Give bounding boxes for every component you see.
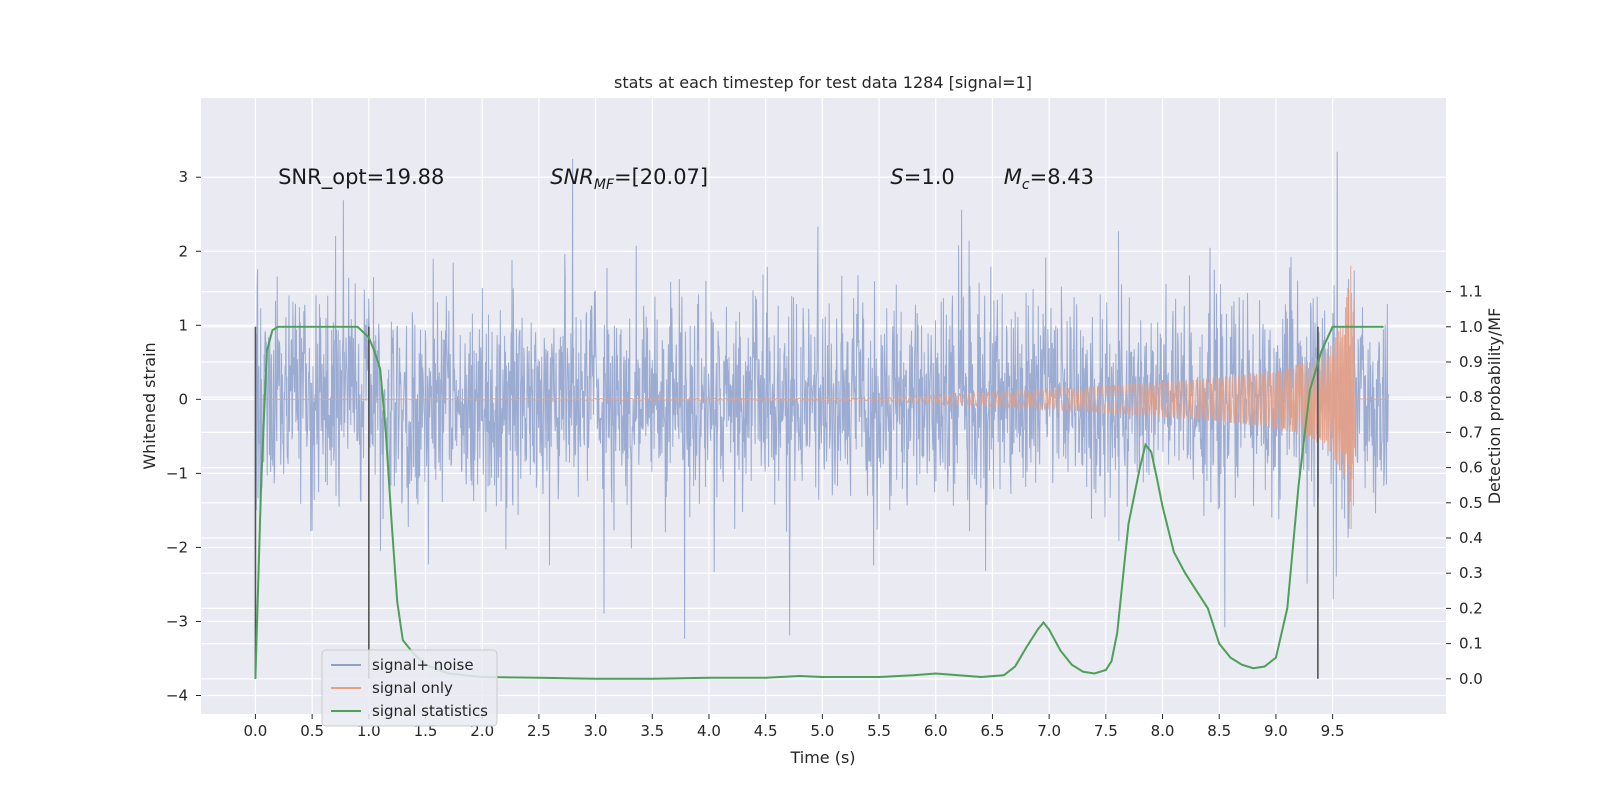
annotations: SNR_opt=19.88 SNRMF=[20.07] S=1.0 Mc=8.43 <box>278 165 1094 193</box>
y2-axis-label: Detection probability/MF <box>1485 308 1504 505</box>
signal-statistics-series <box>254 325 1384 680</box>
series-line-signal-noise <box>254 151 1389 639</box>
y-tick-label: 3 <box>178 168 188 186</box>
x-tick-label: 8.0 <box>1151 722 1175 740</box>
y-tick-label: −2 <box>166 538 188 556</box>
x-tick-label: 3.0 <box>584 722 608 740</box>
y-tick-labels: 3 2 1 0 −1 −2 −3 −4 <box>166 168 201 704</box>
x-tick-label: 7.0 <box>1037 722 1061 740</box>
y2-tick-label: 1.0 <box>1459 318 1483 336</box>
x-tick-label: 4.5 <box>754 722 778 740</box>
y-tick-label: −1 <box>166 464 188 482</box>
x-tick-label: 5.0 <box>810 722 834 740</box>
signal-only-series <box>255 265 1389 530</box>
legend-label-signal-noise: signal+ noise <box>372 656 474 674</box>
x-tick-label: 9.0 <box>1264 722 1288 740</box>
x-tick-label: 2.5 <box>527 722 551 740</box>
y2-tick-label: 0.4 <box>1459 529 1483 547</box>
x-axis-label: Time (s) <box>789 748 855 767</box>
x-tick-label: 7.5 <box>1094 722 1118 740</box>
series-line-signal-statistics <box>254 325 1384 680</box>
legend-box <box>321 649 498 727</box>
y-tick-label: 0 <box>178 390 188 408</box>
annotation: SNR_opt=19.88 <box>278 165 444 190</box>
y2-tick-label: 0.8 <box>1459 388 1483 406</box>
y2-tick-label: 0.2 <box>1459 599 1483 617</box>
x-tick-label: 0.5 <box>300 722 324 740</box>
y2-tick-label: 0.9 <box>1459 353 1483 371</box>
y2-tick-label: 0.6 <box>1459 459 1483 477</box>
y2-tick-labels: 1.1 1.0 0.9 0.8 0.7 0.6 0.5 0.4 0.3 0.2 0.1 0.0 <box>1446 283 1483 688</box>
y-tick-label: 2 <box>178 242 188 260</box>
x-tick-label: 5.5 <box>867 722 891 740</box>
legend: signal+ noise signal only signal statist… <box>321 649 498 727</box>
x-tick-label: 9.5 <box>1321 722 1345 740</box>
chart-title: stats at each timestep for test data 128… <box>614 73 1032 92</box>
x-tick-label: 0.0 <box>243 722 267 740</box>
y2-tick-label: 1.1 <box>1459 283 1483 301</box>
x-tick-label: 6.0 <box>924 722 948 740</box>
x-tick-label: 3.5 <box>640 722 664 740</box>
legend-label-signal-statistics: signal statistics <box>372 702 488 720</box>
signal-noise-series <box>254 151 1389 639</box>
y2-tick-label: 0.7 <box>1459 423 1483 441</box>
x-tick-label: 4.0 <box>697 722 721 740</box>
annotation: SNRMF=[20.07] <box>550 165 708 193</box>
marker-lines <box>254 326 1319 679</box>
y-axis-label: Whitened strain <box>140 342 159 469</box>
x-tick-label: 8.5 <box>1207 722 1231 740</box>
y2-tick-label: 0.0 <box>1459 670 1483 688</box>
annotation: Mc=8.43 <box>1004 165 1094 193</box>
y-tick-label: 1 <box>178 316 188 334</box>
annotation: S=1.0 <box>890 165 954 189</box>
series-line-signal-only <box>255 265 1389 530</box>
y2-tick-label: 0.1 <box>1459 635 1483 653</box>
y-tick-label: −4 <box>166 686 188 704</box>
y-tick-label: −3 <box>166 612 188 630</box>
legend-label-signal-only: signal only <box>372 679 453 697</box>
x-tick-label: 6.5 <box>981 722 1005 740</box>
y2-tick-label: 0.5 <box>1459 494 1483 512</box>
y2-tick-label: 0.3 <box>1459 564 1483 582</box>
